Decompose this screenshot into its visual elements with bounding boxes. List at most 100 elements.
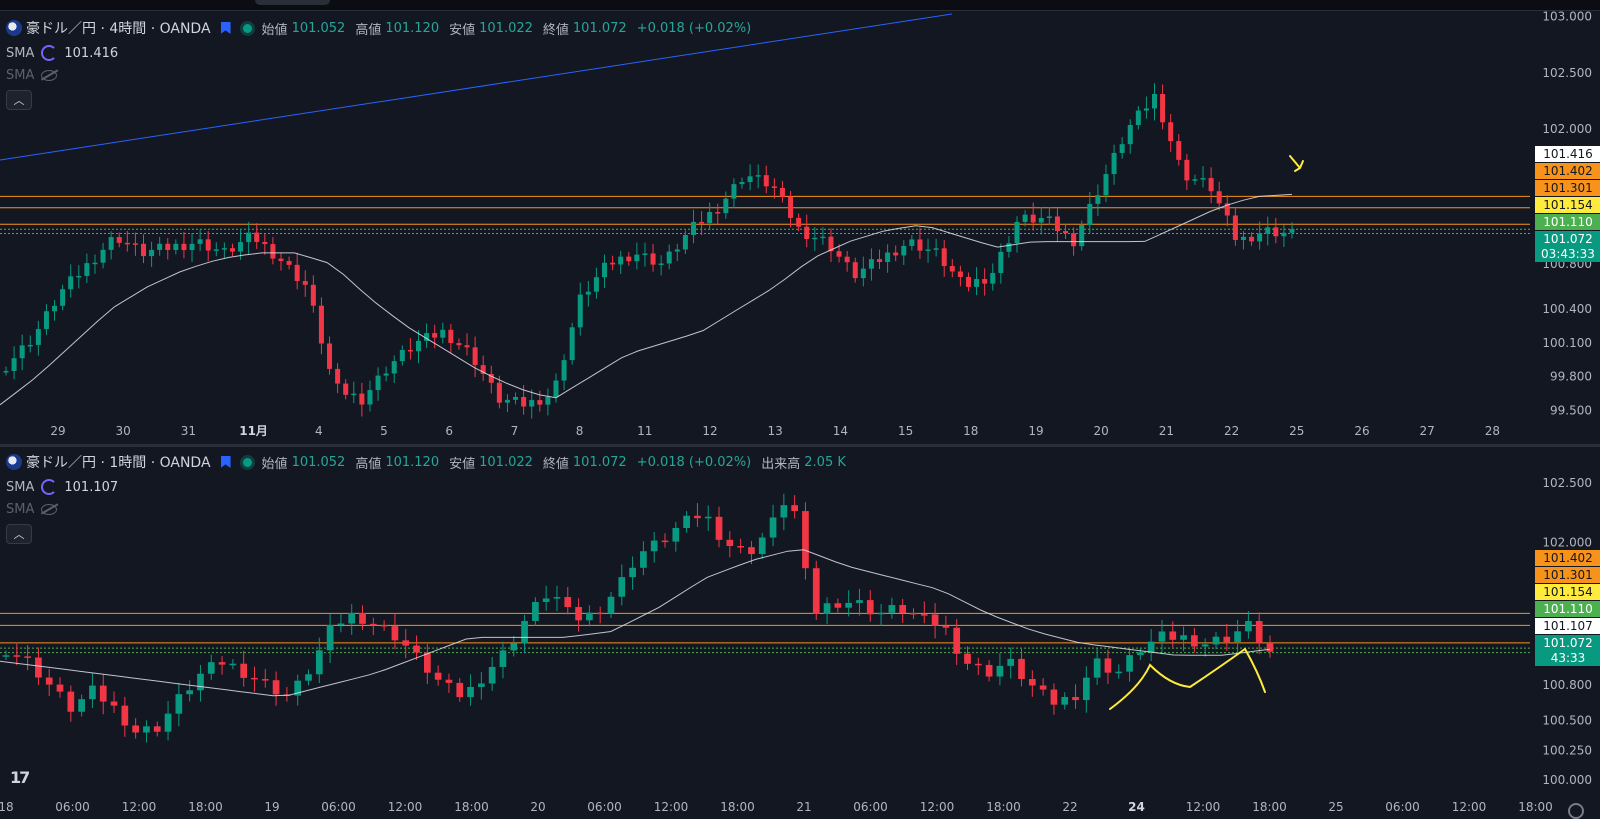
aud-jpy-flag-icon [6,20,22,36]
candle-body [1022,214,1028,222]
candle-body [1245,621,1252,632]
candle-body [917,239,923,251]
price-axis-label: 102.500 [1542,476,1592,490]
candle-body [1115,671,1123,674]
candle-body [575,607,582,621]
candle-body [240,663,248,678]
candle-body [424,333,430,341]
candle-body [941,248,947,267]
collapse-legend-button[interactable]: ︿ [6,90,32,110]
candle-body [763,175,769,187]
bookmark-icon[interactable] [220,456,231,468]
candle-body [413,645,420,653]
sync-icon[interactable] [41,45,58,61]
pane-divider[interactable] [0,444,1600,447]
candle-body [1180,635,1187,640]
candle-body [164,713,172,732]
symbol-title[interactable]: 豪ドル／円 · 1時間 · OANDA [26,455,211,471]
sma-row-1[interactable]: SMA 101.416 [6,42,751,64]
ohlc-low-value: 101.022 [479,20,533,36]
candle-body [294,680,302,696]
time-axis-label: 27 [1420,424,1435,438]
time-axis-label: 18:00 [454,800,489,814]
price-axis-label: 100.250 [1542,743,1592,757]
candle-body [1240,236,1246,240]
time-axis-label: 14 [833,424,848,438]
candle-body [1255,621,1263,643]
chart-pane-1h[interactable]: 102.500 102.000 100.800 100.500 100.250 100.0… [0,447,1600,817]
tradingview-logo[interactable]: 17 [10,768,30,787]
candle-body [564,597,572,608]
candle-body [1147,641,1155,653]
time-axis-label: 29 [50,424,65,438]
sma-value: 101.107 [64,479,119,495]
candle-body [2,655,10,657]
sync-icon[interactable] [41,479,58,495]
price-badge [1535,635,1600,666]
candle-body [885,252,891,263]
eye-hidden-icon[interactable] [41,69,58,81]
candle-body [996,665,1004,677]
sma-row-2[interactable]: SMA [6,498,852,520]
sma-row-2[interactable]: SMA [6,64,751,86]
candle-body [310,284,316,306]
time-axis-label: 18:00 [1518,800,1553,814]
candle-body [262,241,268,245]
candle-body [545,396,551,405]
candle-body [586,612,593,621]
candle-body [205,239,211,251]
eye-hidden-icon[interactable] [41,503,58,515]
sma-line [0,193,1293,406]
candle-body [351,393,357,396]
candle-body [359,393,365,405]
candle-body [1273,227,1279,237]
candle-body [286,261,292,265]
candle-body [496,382,502,403]
candle-body [56,684,64,692]
sma-label-hidden: SMA [6,501,35,517]
candle-body [650,253,656,265]
collapse-legend-button[interactable]: ︿ [6,524,32,544]
candle-body [1061,696,1069,705]
candle-body [866,600,874,615]
price-badge [1535,567,1600,583]
candle-body [1208,178,1214,192]
candle-body [35,329,41,345]
candle-body [804,226,810,239]
ohlc-open-value: 101.052 [291,454,346,470]
candle-body [343,383,349,395]
candle-body [931,614,939,626]
candle-body [856,600,863,603]
candle-body [532,601,539,621]
sma-row-1[interactable]: SMA 101.107 [6,476,852,498]
symbol-title[interactable]: 豪ドル／円 · 4時間 · OANDA [26,21,211,37]
candle-body [690,221,696,235]
candle-body [788,196,794,218]
candle-body [640,551,647,568]
candle-body [868,259,874,269]
ohlc-high-value: 101.120 [385,20,440,36]
candle-body [1137,652,1144,656]
chart-pane-4h[interactable]: 103.000 102.500 102.000 100.800 100.400 100.1… [0,11,1600,444]
ohlc-open-label: 始値 [261,22,288,38]
candle-body [823,603,831,614]
candle-body [723,198,729,214]
candle-body [577,294,583,328]
candle-body [43,311,49,330]
candle-body [1266,642,1274,652]
price-axis-label: 100.000 [1542,773,1592,787]
candle-body [45,677,53,685]
candle-body [893,252,899,256]
tab-stub[interactable] [255,0,330,5]
chevron-up-icon: ︿ [13,94,25,107]
candle-body [852,262,858,279]
chart-canvas-4h[interactable]: 103.000102.500102.000100.800100.400100.1… [0,11,1600,444]
time-axis-label: 7 [511,424,519,438]
chart-canvas-1h[interactable]: 102.500 102.000 100.800 100.500 100.250 100.0… [0,447,1600,817]
time-axis-label: 20 [1094,424,1109,438]
price-badge-label: 101.107 [1543,619,1593,633]
candle-body [1224,203,1230,216]
price-badge [1535,163,1600,179]
ohlc-open-label: 始値 [261,456,288,472]
bookmark-icon[interactable] [220,22,231,34]
